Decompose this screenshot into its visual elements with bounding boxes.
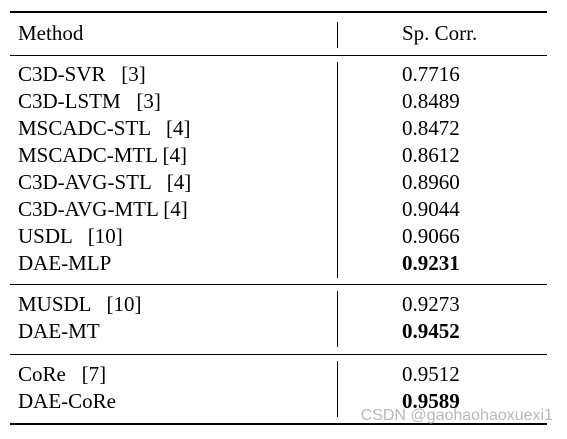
table-row-method: C3D-AVG-STL [4] (18, 170, 192, 194)
table-row-value: 0.7716 (402, 62, 460, 86)
table-row-method: MUSDL [10] (18, 292, 142, 316)
table-row-value: 0.9066 (402, 224, 460, 248)
table-row-method: DAE-MT (18, 319, 100, 343)
group-2-separator (337, 291, 338, 347)
top-rule (10, 11, 547, 13)
header-rule (10, 55, 547, 56)
table-row-value: 0.9589 (402, 389, 460, 413)
table-row-value: 0.8612 (402, 143, 460, 167)
table-row-method: C3D-LSTM [3] (18, 89, 161, 113)
group-rule-2 (10, 354, 547, 355)
table-row-method: DAE-MLP (18, 251, 112, 275)
header-sp-corr: Sp. Corr. (402, 21, 478, 45)
table-row-method: MSCADC-MTL [4] (18, 143, 187, 167)
watermark-text: CSDN @gaohaohaoxuexi1 (360, 407, 553, 424)
group-1-separator (337, 62, 338, 278)
table-row-value: 0.9273 (402, 292, 460, 316)
table-row-value: 0.8489 (402, 89, 460, 113)
table-row-method: C3D-SVR [3] (18, 62, 146, 86)
group-rule-1 (10, 284, 547, 285)
header-method: Method (18, 21, 84, 45)
table-row-value: 0.9452 (402, 319, 460, 343)
group-3-separator (337, 361, 338, 417)
table-row-value: 0.8960 (402, 170, 460, 194)
table-row-value: 0.9231 (402, 251, 460, 275)
table-row-method: C3D-AVG-MTL [4] (18, 197, 188, 221)
table-row-value: 0.8472 (402, 116, 460, 140)
table-row-value: 0.9512 (402, 362, 460, 386)
table-row-method: DAE-CoRe (18, 389, 116, 413)
table-row-method: USDL [10] (18, 224, 123, 248)
table-row-method: MSCADC-STL [4] (18, 116, 191, 140)
header-separator (337, 22, 338, 48)
bottom-rule (10, 423, 547, 425)
table-row-value: 0.9044 (402, 197, 460, 221)
table-row-method: CoRe [7] (18, 362, 107, 386)
